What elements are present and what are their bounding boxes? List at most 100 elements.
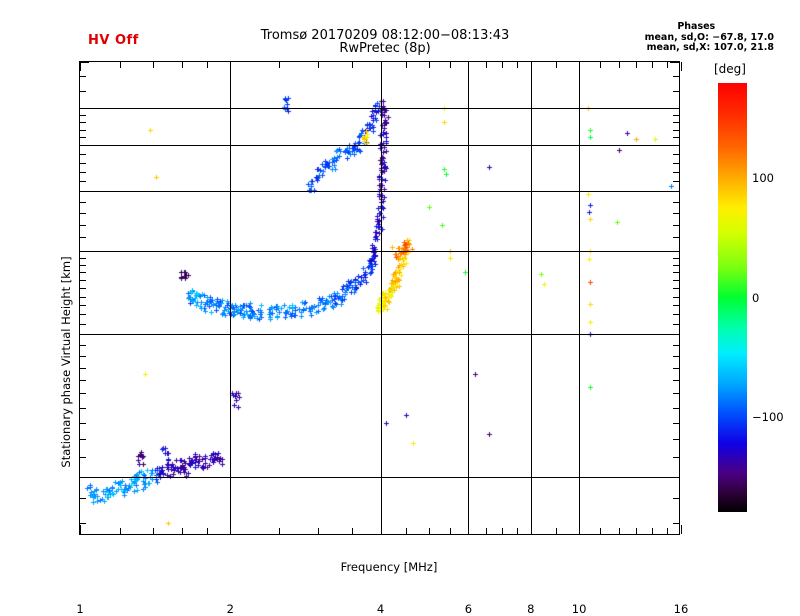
- y-minor-tick: [673, 122, 679, 124]
- y-major-tick: [80, 334, 89, 336]
- x-major-tick: [530, 62, 532, 71]
- y-minor-tick: [673, 355, 679, 357]
- x-minor-tick: [618, 62, 620, 68]
- x-minor-tick: [406, 528, 408, 534]
- x-major-tick: [681, 62, 682, 71]
- y-major-tick: [670, 476, 679, 478]
- y-minor-tick: [80, 422, 86, 424]
- y-minor-tick: [673, 213, 679, 215]
- y-minor-tick: [80, 355, 86, 357]
- plot-title-line2-text: RwPretec (8p): [339, 41, 431, 56]
- gridline-vertical: [468, 62, 470, 534]
- x-minor-tick: [501, 62, 503, 68]
- y-minor-tick: [673, 324, 679, 326]
- y-minor-tick: [80, 367, 86, 369]
- y-minor-tick: [80, 181, 86, 183]
- x-major-tick: [80, 525, 81, 534]
- y-minor-tick: [80, 280, 86, 282]
- gridline-horizontal: [80, 476, 679, 478]
- x-minor-tick: [652, 528, 654, 534]
- y-major-tick: [670, 107, 679, 109]
- y-minor-tick: [673, 171, 679, 173]
- y-minor-tick: [673, 498, 679, 500]
- x-major-tick: [380, 62, 382, 71]
- y-minor-tick: [80, 498, 86, 500]
- y-major-tick: [670, 250, 679, 252]
- x-minor-tick: [207, 528, 209, 534]
- x-minor-tick: [635, 62, 637, 68]
- x-minor-tick: [181, 62, 183, 68]
- gridline-vertical: [579, 62, 581, 534]
- x-major-tick: [681, 525, 682, 534]
- x-minor-tick: [485, 528, 487, 534]
- x-tick-label: 2: [226, 602, 234, 616]
- y-minor-tick: [673, 280, 679, 282]
- y-major-tick: [80, 250, 89, 252]
- y-minor-tick: [80, 439, 86, 441]
- x-minor-tick: [556, 62, 558, 68]
- x-major-tick: [230, 525, 232, 534]
- x-minor-tick: [428, 62, 430, 68]
- y-minor-tick: [80, 257, 86, 259]
- y-minor-tick: [80, 522, 86, 524]
- gridline-horizontal: [80, 334, 679, 336]
- y-minor-tick: [80, 224, 86, 226]
- y-minor-tick: [80, 237, 86, 239]
- y-major-tick: [670, 334, 679, 336]
- plot-title-line1: Tromsø 20170209 08:12:00−08:13:43: [0, 28, 800, 43]
- colorbar-tick-label: 0: [752, 290, 760, 305]
- x-tick-label: 8: [527, 602, 535, 616]
- x-minor-tick: [207, 62, 209, 68]
- x-axis-title: Frequency [MHz]: [0, 560, 800, 574]
- x-minor-tick: [652, 62, 654, 68]
- y-minor-tick: [673, 237, 679, 239]
- x-minor-tick: [428, 528, 430, 534]
- y-minor-tick: [80, 76, 86, 78]
- y-minor-tick: [80, 129, 86, 131]
- x-major-tick: [468, 62, 470, 71]
- colorbar-tick-label: 100: [752, 171, 774, 186]
- gridline-vertical: [380, 62, 382, 534]
- x-tick-label: 1: [76, 602, 84, 616]
- x-minor-tick: [318, 62, 320, 68]
- x-minor-tick: [599, 62, 601, 68]
- y-minor-tick: [80, 137, 86, 139]
- y-minor-tick: [673, 393, 679, 395]
- x-tick-label: 16: [673, 602, 689, 616]
- y-minor-tick: [80, 288, 86, 290]
- y-major-tick: [80, 476, 89, 478]
- phase-stats-x-mode: mean, sd,X: 107.0, 21.8: [646, 42, 774, 53]
- y-minor-tick: [673, 153, 679, 155]
- y-minor-tick: [673, 257, 679, 259]
- x-axis-title-text: Frequency [MHz]: [340, 560, 438, 574]
- y-minor-tick: [80, 324, 86, 326]
- x-major-tick: [80, 62, 81, 71]
- y-minor-tick: [80, 272, 86, 274]
- x-minor-tick: [152, 528, 154, 534]
- y-major-tick: [80, 62, 89, 63]
- y-minor-tick: [673, 344, 679, 346]
- y-minor-tick: [80, 393, 86, 395]
- y-minor-tick: [673, 129, 679, 131]
- x-tick-label: 6: [464, 602, 473, 616]
- y-minor-tick: [673, 181, 679, 183]
- y-major-tick: [80, 145, 89, 147]
- y-axis-title: Stationary phase Virtual Height [km]: [59, 256, 73, 468]
- colorbar-title: [deg]: [714, 62, 746, 76]
- x-minor-tick: [667, 62, 668, 68]
- y-minor-tick: [673, 457, 679, 459]
- scatter-layer: [80, 62, 679, 534]
- y-minor-tick: [80, 213, 86, 215]
- y-minor-tick: [673, 296, 679, 298]
- y-minor-tick: [673, 162, 679, 164]
- x-tick-label: 10: [571, 602, 587, 616]
- y-major-tick: [80, 107, 89, 109]
- y-minor-tick: [80, 314, 86, 316]
- hv-status-label: HV Off: [88, 33, 139, 48]
- y-minor-tick: [80, 457, 86, 459]
- x-minor-tick: [501, 528, 503, 534]
- x-minor-tick: [449, 62, 451, 68]
- x-major-tick: [230, 62, 232, 71]
- y-minor-tick: [673, 422, 679, 424]
- x-minor-tick: [278, 528, 280, 534]
